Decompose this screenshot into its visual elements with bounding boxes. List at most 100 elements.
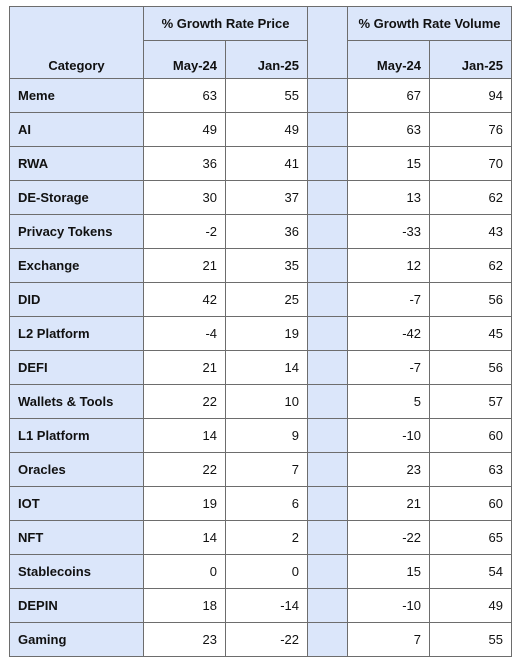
price-may-cell: 0	[143, 554, 226, 589]
separator-cell	[307, 248, 348, 283]
price-period-header-may: May-24	[143, 40, 226, 79]
separator-cell	[307, 622, 348, 657]
volume-may-cell: 13	[347, 180, 430, 215]
separator-cell	[307, 214, 348, 249]
separator-cell	[307, 588, 348, 623]
price-may-cell: 42	[143, 282, 226, 317]
table-row: NFT 14 2 -22 65	[9, 520, 512, 555]
table-body: Category % Growth Rate Price % Growth Ra…	[9, 6, 512, 657]
volume-jan-cell: 60	[429, 486, 512, 521]
price-may-cell: 14	[143, 520, 226, 555]
price-may-cell: 14	[143, 418, 226, 453]
table-row: Meme 63 55 67 94	[9, 78, 512, 113]
volume-may-cell: 23	[347, 452, 430, 487]
volume-jan-cell: 56	[429, 350, 512, 385]
separator-cell	[307, 384, 348, 419]
category-cell: DID	[9, 282, 144, 317]
price-jan-cell: 49	[225, 112, 308, 147]
price-may-cell: 22	[143, 452, 226, 487]
category-cell: Wallets & Tools	[9, 384, 144, 419]
price-may-cell: 21	[143, 350, 226, 385]
volume-may-cell: -10	[347, 588, 430, 623]
category-cell: DE-Storage	[9, 180, 144, 215]
volume-may-cell: 15	[347, 146, 430, 181]
volume-may-cell: 21	[347, 486, 430, 521]
price-jan-cell: -14	[225, 588, 308, 623]
table-row: Privacy Tokens -2 36 -33 43	[9, 214, 512, 249]
volume-may-cell: 12	[347, 248, 430, 283]
category-cell: IOT	[9, 486, 144, 521]
table-row: DID 42 25 -7 56	[9, 282, 512, 317]
header-row-groups: Category % Growth Rate Price % Growth Ra…	[9, 6, 512, 79]
price-may-cell: -2	[143, 214, 226, 249]
separator-cell	[307, 554, 348, 589]
category-cell: Oracles	[9, 452, 144, 487]
price-may-cell: 21	[143, 248, 226, 283]
table-row: Stablecoins 0 0 15 54	[9, 554, 512, 589]
price-jan-cell: 10	[225, 384, 308, 419]
volume-may-cell: -10	[347, 418, 430, 453]
table-row: Exchange 21 35 12 62	[9, 248, 512, 283]
price-jan-cell: 55	[225, 78, 308, 113]
price-jan-cell: 25	[225, 282, 308, 317]
price-jan-cell: -22	[225, 622, 308, 657]
volume-jan-cell: 56	[429, 282, 512, 317]
volume-jan-cell: 76	[429, 112, 512, 147]
volume-jan-cell: 55	[429, 622, 512, 657]
growth-rate-table: Category % Growth Rate Price % Growth Ra…	[9, 6, 512, 657]
volume-jan-cell: 63	[429, 452, 512, 487]
volume-jan-cell: 94	[429, 78, 512, 113]
volume-may-cell: -33	[347, 214, 430, 249]
price-may-cell: 18	[143, 588, 226, 623]
price-jan-cell: 35	[225, 248, 308, 283]
price-jan-cell: 0	[225, 554, 308, 589]
table-row: Gaming 23 -22 7 55	[9, 622, 512, 657]
table-row: DEPIN 18 -14 -10 49	[9, 588, 512, 623]
header-separator	[307, 6, 348, 79]
separator-cell	[307, 78, 348, 113]
separator-cell	[307, 146, 348, 181]
separator-cell	[307, 418, 348, 453]
volume-period-header-may: May-24	[347, 40, 430, 79]
category-cell: DEFI	[9, 350, 144, 385]
price-jan-cell: 6	[225, 486, 308, 521]
separator-cell	[307, 486, 348, 521]
table-row: AI 49 49 63 76	[9, 112, 512, 147]
table-row: RWA 36 41 15 70	[9, 146, 512, 181]
table-row: Wallets & Tools 22 10 5 57	[9, 384, 512, 419]
price-may-cell: 19	[143, 486, 226, 521]
category-header: Category	[9, 6, 144, 79]
price-period-header-jan: Jan-25	[225, 40, 308, 79]
volume-may-cell: -7	[347, 282, 430, 317]
separator-cell	[307, 112, 348, 147]
price-jan-cell: 37	[225, 180, 308, 215]
volume-jan-cell: 49	[429, 588, 512, 623]
volume-period-header-jan: Jan-25	[429, 40, 512, 79]
volume-group-header: % Growth Rate Volume	[347, 6, 512, 41]
price-may-cell: 30	[143, 180, 226, 215]
volume-may-cell: 7	[347, 622, 430, 657]
volume-may-cell: 63	[347, 112, 430, 147]
table-row: DEFI 21 14 -7 56	[9, 350, 512, 385]
volume-jan-cell: 62	[429, 248, 512, 283]
price-may-cell: 36	[143, 146, 226, 181]
category-cell: Privacy Tokens	[9, 214, 144, 249]
price-jan-cell: 36	[225, 214, 308, 249]
volume-jan-cell: 65	[429, 520, 512, 555]
volume-jan-cell: 70	[429, 146, 512, 181]
volume-jan-cell: 54	[429, 554, 512, 589]
category-cell: Gaming	[9, 622, 144, 657]
category-cell: RWA	[9, 146, 144, 181]
volume-may-cell: 15	[347, 554, 430, 589]
header-row-periods: May-24 Jan-25 May-24 Jan-25	[10, 40, 512, 79]
category-cell: NFT	[9, 520, 144, 555]
table-row: IOT 19 6 21 60	[9, 486, 512, 521]
price-may-cell: 63	[143, 78, 226, 113]
table-row: L1 Platform 14 9 -10 60	[9, 418, 512, 453]
separator-cell	[307, 180, 348, 215]
category-cell: DEPIN	[9, 588, 144, 623]
table-row: DE-Storage 30 37 13 62	[9, 180, 512, 215]
separator-cell	[307, 520, 348, 555]
separator-cell	[307, 350, 348, 385]
price-jan-cell: 9	[225, 418, 308, 453]
